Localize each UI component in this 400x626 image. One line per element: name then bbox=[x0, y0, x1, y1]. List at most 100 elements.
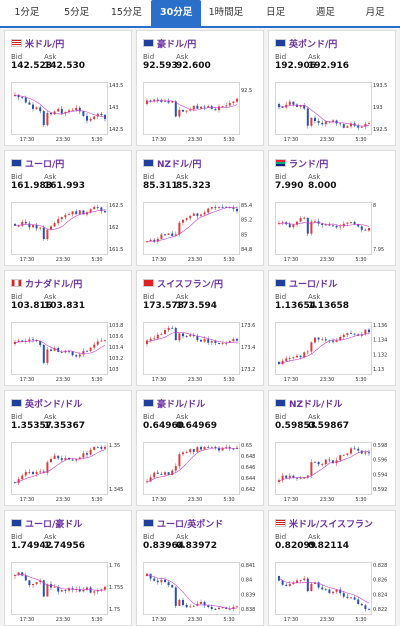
pair-name[interactable]: ユーロ/ドル bbox=[289, 279, 338, 290]
candle bbox=[303, 105, 306, 109]
candle bbox=[100, 207, 103, 212]
candle bbox=[146, 573, 148, 576]
candle bbox=[303, 578, 306, 580]
chart-frame bbox=[275, 322, 372, 375]
pair-name[interactable]: ユーロ/豪ドル bbox=[25, 519, 83, 530]
ask-label: Ask bbox=[44, 533, 57, 541]
candle bbox=[192, 213, 195, 216]
candle bbox=[17, 340, 20, 342]
pair-name[interactable]: ユーロ/英ポンド bbox=[157, 519, 224, 530]
candle bbox=[236, 338, 238, 341]
tab-timeframe[interactable]: 1分足 bbox=[14, 7, 40, 18]
candle bbox=[353, 597, 356, 600]
tab-timeframe[interactable]: 5分足 bbox=[64, 7, 90, 18]
tab-timeframe[interactable]: 日足 bbox=[266, 7, 286, 18]
x-axis-label: 5:30 bbox=[355, 137, 366, 143]
ask-value: 1.13658 bbox=[308, 301, 349, 311]
pair-name[interactable]: NZドル/円 bbox=[157, 159, 202, 170]
pair-name[interactable]: 英ポンド/円 bbox=[289, 39, 338, 50]
candle bbox=[218, 607, 220, 609]
candle bbox=[192, 605, 195, 607]
bid-value: 85.311 bbox=[143, 181, 178, 191]
moving-average-line bbox=[146, 206, 238, 242]
candle bbox=[78, 354, 81, 357]
pair-name[interactable]: 米ドル/円 bbox=[25, 39, 65, 50]
candle bbox=[182, 333, 184, 337]
tab-timeframe[interactable]: 週足 bbox=[315, 7, 335, 18]
currency-pair-card[interactable]: ユーロ/英ポンド Bid Ask 0.83964 0.83972 0.841 0.84 0.8… bbox=[136, 510, 264, 626]
eu-flag-icon bbox=[11, 159, 22, 167]
candle bbox=[171, 585, 174, 588]
candle bbox=[35, 582, 38, 584]
currency-pair-card[interactable]: ユーロ/円 Bid Ask 161.988 161.993 162.5 162 161.5 17… bbox=[4, 150, 132, 266]
candle bbox=[185, 110, 188, 112]
x-axis-label: 17:30 bbox=[20, 377, 34, 383]
price-chart: 0.828 0.826 0.824 0.822 17:30 23:30 5:30 bbox=[275, 562, 387, 623]
candle bbox=[71, 211, 74, 215]
pair-name[interactable]: NZドル/ドル bbox=[289, 399, 343, 410]
candle bbox=[225, 447, 228, 449]
pair-name[interactable]: ユーロ/円 bbox=[25, 159, 65, 170]
currency-pair-card[interactable]: 米ドル/スイスフラン Bid Ask 0.82099 0.82114 0.828 0.826… bbox=[268, 510, 396, 626]
pair-name[interactable]: 豪ドル/円 bbox=[157, 39, 197, 50]
x-axis-label: 23:30 bbox=[56, 377, 70, 383]
currency-pair-card[interactable]: 豪ドル/円 Bid Ask 92.593 92.600 92.5 17:30 23:30 5:3… bbox=[136, 30, 264, 146]
moving-average-line bbox=[146, 100, 238, 111]
pair-name[interactable]: ランド/円 bbox=[289, 159, 329, 170]
ask-label: Ask bbox=[44, 413, 57, 421]
currency-pair-card[interactable]: 英ポンド/ドル Bid Ask 1.35357 1.35367 1.35 1.345 17:3… bbox=[4, 390, 132, 506]
currency-pair-card[interactable]: 豪ドル/ドル Bid Ask 0.64960 0.64969 0.65 0.648 0.646… bbox=[136, 390, 264, 506]
pair-name[interactable]: 英ポンド/ドル bbox=[25, 399, 83, 410]
pair-name[interactable]: スイスフラン/円 bbox=[157, 279, 224, 290]
candle bbox=[364, 329, 367, 335]
currency-pair-card[interactable]: NZドル/ドル Bid Ask 0.59853 0.59867 0.598 0.596 0.5… bbox=[268, 390, 396, 506]
candle bbox=[89, 449, 92, 455]
currency-pair-card[interactable]: 英ポンド/円 Bid Ask 192.906 192.916 193.5 193 192.5 1… bbox=[268, 30, 396, 146]
candle bbox=[171, 327, 174, 329]
candle bbox=[328, 224, 331, 226]
candle bbox=[68, 110, 70, 112]
candle bbox=[360, 226, 363, 230]
x-axis-label: 23:30 bbox=[320, 377, 334, 383]
candle bbox=[28, 223, 31, 228]
candle bbox=[203, 106, 206, 108]
candle bbox=[185, 218, 188, 220]
candle bbox=[299, 355, 302, 358]
candle bbox=[14, 482, 16, 483]
candle bbox=[42, 111, 45, 126]
candle bbox=[357, 224, 360, 227]
us-flag-icon bbox=[11, 39, 22, 47]
candle bbox=[317, 121, 320, 123]
pair-header: ユーロ/豪ドル bbox=[11, 516, 131, 530]
chart-frame bbox=[11, 82, 108, 135]
currency-pair-card[interactable]: カナダドル/円 Bid Ask 103.816 103.831 103.8 103.6 103… bbox=[4, 270, 132, 386]
candle bbox=[75, 459, 78, 461]
tab-timeframe[interactable]: 月足 bbox=[365, 7, 385, 18]
y-axis-label: 143 bbox=[109, 105, 119, 111]
moving-average-line bbox=[278, 104, 370, 127]
currency-pair-card[interactable]: 米ドル/円 Bid Ask 142.528 142.530 143.5 143 142.5 17… bbox=[4, 30, 132, 146]
candle bbox=[75, 355, 78, 357]
tab-timeframe[interactable]: 1時間足 bbox=[208, 7, 244, 18]
pair-name[interactable]: 豪ドル/ドル bbox=[157, 399, 206, 410]
pair-header: 英ポンド/円 bbox=[275, 36, 395, 50]
pair-name[interactable]: カナダドル/円 bbox=[25, 279, 83, 290]
y-axis-label: 162.5 bbox=[109, 203, 123, 209]
pair-name[interactable]: 米ドル/スイスフラン bbox=[289, 519, 374, 530]
candle bbox=[174, 328, 177, 341]
currency-pair-card[interactable]: ユーロ/豪ドル Bid Ask 1.74942 1.74956 1.76 1.755 1.75… bbox=[4, 510, 132, 626]
candle bbox=[42, 580, 45, 597]
x-axis-label: 17:30 bbox=[152, 257, 166, 263]
candle bbox=[42, 344, 45, 363]
tab-timeframe[interactable]: 15分足 bbox=[110, 7, 142, 18]
candle bbox=[86, 587, 88, 590]
candle bbox=[50, 459, 52, 463]
candle bbox=[296, 580, 298, 583]
currency-pair-card[interactable]: ランド/円 Bid Ask 7.990 8.000 8 7.95 17:30 23:30 5:30 bbox=[268, 150, 396, 266]
currency-pair-card[interactable]: NZドル/円 Bid Ask 85.311 85.323 85.4 85.2 85 84.8 17… bbox=[136, 150, 264, 266]
tab-timeframe[interactable]: 30分足 bbox=[151, 0, 201, 26]
y-axis-label: 103.4 bbox=[109, 345, 123, 351]
currency-pair-card[interactable]: ユーロ/ドル Bid Ask 1.13654 1.13658 1.136 1.134 1.13… bbox=[268, 270, 396, 386]
candle bbox=[160, 234, 163, 239]
currency-pair-card[interactable]: スイスフラン/円 Bid Ask 173.578 173.594 173.6 173.4 17… bbox=[136, 270, 264, 386]
